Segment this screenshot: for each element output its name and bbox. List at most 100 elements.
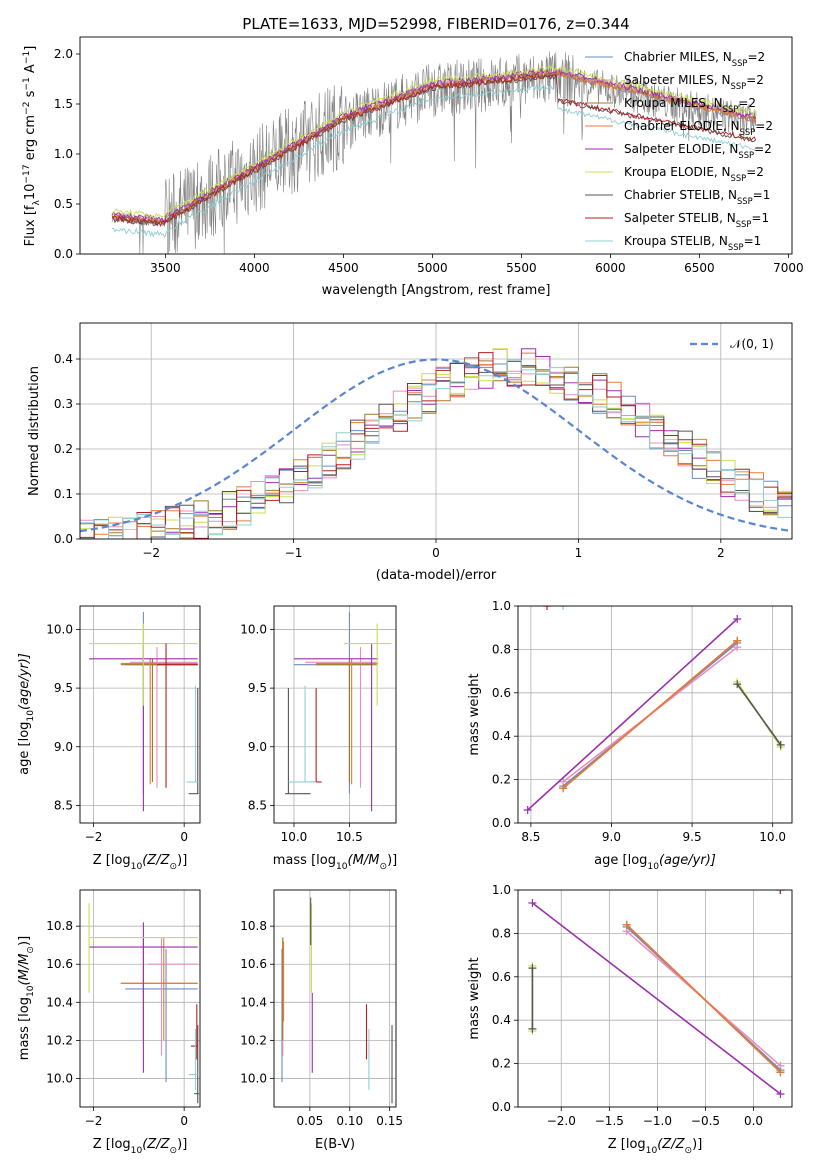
- data-point: [733, 615, 742, 624]
- y-tick-label: 10.4: [240, 995, 267, 1009]
- y-tick-label: 10.0: [46, 622, 73, 636]
- axes-frame: [79, 36, 793, 255]
- histogram-chab_stelib: [80, 360, 792, 539]
- data-point: [776, 890, 785, 894]
- x-tick-label: 0.10: [336, 1114, 363, 1128]
- y-tick-label: 10.2: [46, 1033, 73, 1047]
- weight-line: [527, 618, 738, 811]
- x-tick-label: 2: [717, 546, 725, 560]
- data-point: [523, 805, 532, 814]
- data-point: [776, 1068, 785, 1077]
- x-axis-label: Z [log10(Z/Z⊙)]: [93, 853, 188, 872]
- x-axis-label: mass [log10(M/M⊙)]: [273, 853, 397, 872]
- y-tick-label: 0.6: [492, 970, 511, 984]
- y-tick-label: 1.0: [54, 147, 73, 161]
- data-point: [528, 964, 537, 973]
- data-point: [733, 636, 742, 645]
- x-axis-label: E(B-V): [315, 1137, 355, 1152]
- x-tick-label: 0.15: [376, 1114, 403, 1128]
- data-point: [776, 1089, 785, 1098]
- x-tick-label: 10.0: [759, 830, 786, 844]
- y-tick-label: 10.6: [240, 957, 267, 971]
- x-tick-label: 0: [432, 546, 440, 560]
- legend-entry: Kroupa ELODIE, NSSP=2: [624, 165, 764, 183]
- x-tick-label: −2: [142, 546, 160, 560]
- weight-vs-z-axes-plot: [518, 890, 792, 1107]
- legend-entry: 𝒩(0, 1): [730, 337, 774, 351]
- x-tick-label: 10.5: [336, 830, 363, 844]
- x-tick-label: −2: [85, 1114, 103, 1128]
- legend-entry: Chabrier ELODIE, NSSP=2: [624, 119, 773, 137]
- weight-line: [736, 683, 782, 746]
- weight-line: [626, 924, 782, 1073]
- x-tick-label: 6500: [684, 261, 715, 275]
- y-tick-label: 2.0: [54, 47, 73, 61]
- axes-frame: [79, 322, 793, 540]
- model-spectrum-krou_elodie: [111, 64, 756, 219]
- x-tick-label: 5000: [417, 261, 448, 275]
- y-tick-label: 0.0: [54, 532, 73, 546]
- legend-entry: Salpeter STELIB, NSSP=1: [624, 211, 769, 229]
- residuals-axes: −2 −1 0 1 2 0.0 0.1 0.2 0.3 0.4 𝒩(0, 1) (data-model…: [27, 322, 793, 583]
- data-point: [559, 784, 568, 793]
- x-tick-label: −0.5: [691, 1114, 720, 1128]
- legend-entry: Chabrier STELIB, NSSP=1: [624, 188, 770, 206]
- x-tick-label: 9.5: [683, 830, 702, 844]
- y-tick-label: 9.5: [248, 681, 267, 695]
- legend-entry: Salpeter MILES, NSSP=2: [624, 73, 764, 91]
- y-tick-label: 0.3: [54, 397, 73, 411]
- model-spectrum-salp_elodie: [111, 67, 757, 224]
- axes-frame: [273, 889, 397, 1108]
- y-tick-label: 10.0: [46, 1071, 73, 1085]
- age-vs-z-axes: −2 0 8.5 9.0 9.5 10.0 Z [log10(Z/Z⊙)] age [log1…: [17, 605, 201, 872]
- y-axis-label: Normed distribution: [27, 366, 42, 496]
- figure-title: PLATE=1633, MJD=52998, FIBERID=0176, z=0…: [242, 15, 629, 33]
- y-tick-label: 1.5: [54, 97, 73, 111]
- x-tick-label: 8.5: [521, 830, 540, 844]
- weight-vs-z-axes: −2.0 −1.5 −1.0 −0.5 0.0 0.0 0.2 0.4 0.6 0.8 1.0 mas…: [467, 883, 793, 1156]
- axes-frame: [517, 605, 793, 824]
- axes-frame: [79, 605, 201, 824]
- data-point: [528, 1024, 537, 1033]
- y-tick-label: 0.0: [54, 247, 73, 261]
- x-tick-label: 9.0: [602, 830, 621, 844]
- x-axis-label: Z [log10(Z/Z⊙)]: [93, 1137, 188, 1156]
- model-spectrum-salp_stelib: [111, 73, 757, 227]
- x-tick-label: 5500: [506, 261, 537, 275]
- mass-vs-ebv-axes-plot: [274, 890, 396, 1107]
- weight-line: [531, 902, 781, 1095]
- model-spectrum-krou_stelib: [112, 83, 757, 239]
- x-tick-label: 6000: [595, 261, 626, 275]
- y-tick-label: 10.8: [240, 919, 267, 933]
- data-point: [559, 606, 568, 610]
- axes-frame: [273, 605, 397, 824]
- y-tick-label: 8.5: [54, 798, 73, 812]
- residuals-axes-plot: [80, 323, 792, 539]
- y-axis-label: mass [log10(M/M⊙)]: [17, 936, 36, 1060]
- x-tick-label: 7000: [773, 261, 804, 275]
- x-tick-label: 4500: [328, 261, 359, 275]
- data-point: [622, 920, 631, 929]
- y-axis-label: mass weight: [467, 957, 482, 1039]
- x-tick-label: −1: [285, 546, 303, 560]
- legend-entry: Kroupa MILES, NSSP=2: [624, 96, 756, 114]
- x-tick-label: 1: [575, 546, 583, 560]
- y-tick-label: 0.2: [54, 442, 73, 456]
- y-tick-label: 0.4: [492, 729, 511, 743]
- axes-frame: [79, 889, 201, 1108]
- histogram-krou_stelib: [80, 359, 792, 539]
- y-tick-label: 0.6: [492, 686, 511, 700]
- x-tick-label: −2: [85, 830, 103, 844]
- data-point: [733, 680, 742, 689]
- legend-entry: Kroupa STELIB, NSSP=1: [624, 234, 761, 252]
- spectrum-axes-plot: [111, 51, 757, 254]
- y-tick-label: 0.4: [54, 352, 73, 366]
- y-tick-label: 10.2: [240, 1033, 267, 1047]
- y-tick-label: 0.5: [54, 197, 73, 211]
- y-tick-label: 10.0: [240, 622, 267, 636]
- y-axis-label: mass weight: [467, 673, 482, 755]
- x-tick-label: 0: [180, 830, 188, 844]
- mass-vs-ebv-axes: 0.05 0.10 0.15 10.0 10.2 10.4 10.6 10.8 E(B-V): [240, 889, 403, 1152]
- data-point: [776, 740, 785, 749]
